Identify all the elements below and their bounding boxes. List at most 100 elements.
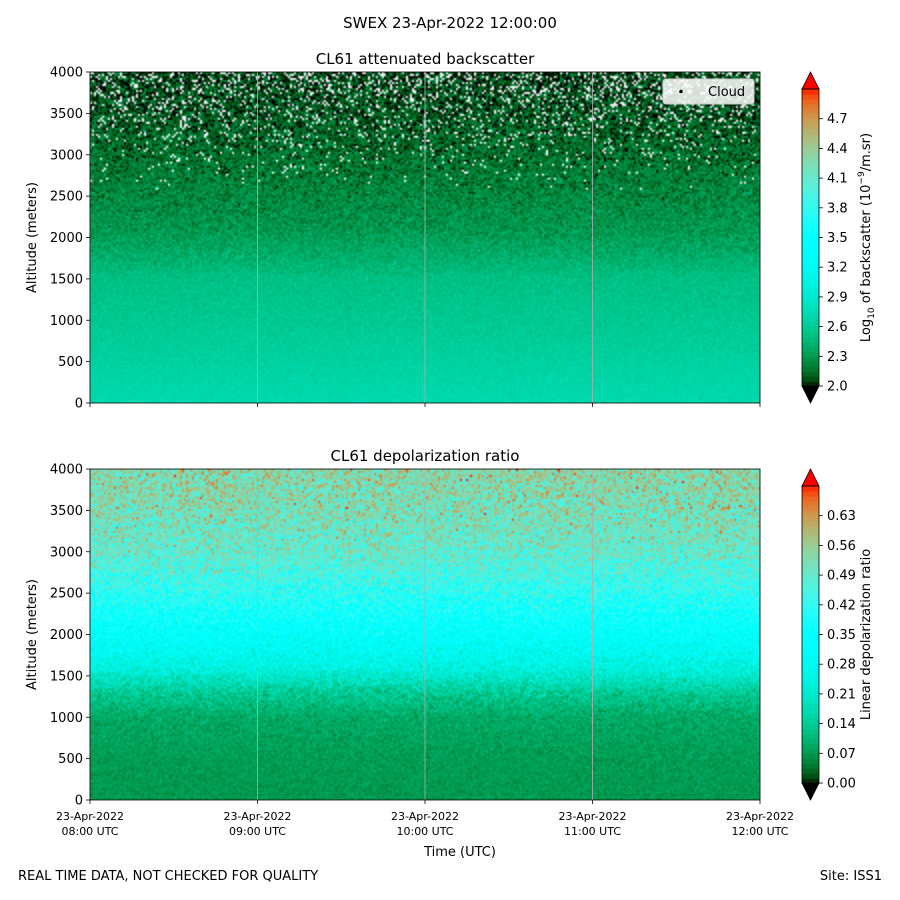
colorbar-segment	[802, 505, 819, 512]
colorbar-tick-label: 2.3	[827, 350, 848, 365]
colorbar-segment	[802, 197, 819, 204]
plot-frame	[89, 468, 761, 801]
colorbar-segment	[802, 361, 819, 367]
colorbar-segment	[802, 773, 819, 779]
colorbar-segment	[802, 580, 819, 586]
colorbar-segment	[802, 143, 819, 149]
colorbar-segment	[802, 728, 819, 735]
colorbar-tick-label: 4.1	[827, 172, 848, 187]
colorbar-segment	[802, 674, 819, 680]
y-tick-label: 0	[75, 794, 83, 809]
colorbar-segment	[802, 490, 819, 497]
colorbar-segment	[802, 763, 819, 769]
colorbar-segment	[802, 163, 819, 169]
colorbar-segment	[802, 589, 819, 596]
colorbar-segment	[802, 306, 819, 313]
colorbar-tick-label: 0.14	[827, 717, 856, 732]
colorbar-tick-label: 2.6	[827, 320, 848, 335]
colorbar-tick-label: 0.28	[827, 658, 856, 673]
colorbar-segment	[802, 188, 819, 194]
colorbar-segment	[802, 748, 819, 754]
colorbar-segment	[802, 575, 819, 581]
colorbar-segment	[802, 530, 819, 537]
colorbar-segment	[802, 669, 819, 675]
colorbar-tick-label: 4.7	[827, 112, 848, 127]
colorbar-segment	[802, 713, 819, 720]
colorbar-tick-label: 0.21	[827, 687, 856, 702]
colorbar-segment	[802, 247, 819, 253]
colorbar-segment	[802, 718, 819, 725]
legend-marker	[679, 89, 683, 94]
colorbar-segment	[802, 570, 819, 576]
colorbar-segment	[802, 708, 819, 715]
colorbar-segment	[802, 158, 819, 164]
colorbar-segment	[802, 356, 819, 362]
colorbar-segment	[802, 768, 819, 774]
y-tick-label: 2500	[50, 190, 83, 205]
colorbar-segment	[802, 153, 819, 159]
colorbar-segment	[802, 550, 819, 556]
colorbar-segment	[802, 366, 819, 372]
colorbar-segment	[802, 758, 819, 764]
colorbar-segment	[802, 555, 819, 561]
colorbar-segment	[802, 222, 819, 229]
colorbar-segment	[802, 639, 819, 645]
colorbar-segment	[802, 128, 819, 135]
colorbar-segment	[802, 723, 819, 730]
x-tick-label: 12:00 UTC	[731, 825, 788, 838]
chart-panel-2: 23-Apr-2022 08:00 UTC 23-Apr-2022 09:00 UTC…	[25, 447, 874, 860]
colorbar-segment	[802, 486, 819, 492]
colorbar-segment	[802, 217, 819, 224]
panel-title: CL61 attenuated backscatter	[316, 50, 535, 68]
colorbar-segment	[802, 376, 819, 382]
colorbar-tick-label: 3.8	[827, 201, 848, 216]
y-tick-label: 1500	[50, 669, 83, 684]
colorbar-segment	[802, 545, 819, 551]
colorbar-tick-label: 0.49	[827, 569, 856, 584]
colorbar-segment	[802, 495, 819, 502]
colorbar-segment	[802, 138, 819, 145]
colorbar-extend-max	[801, 468, 820, 487]
colorbar-segment	[802, 262, 819, 268]
colorbar: 2.0 2.3 2.6 2.9 3.2 3.5 3.8 4.1 4.4 4.7 Log10 of b…	[801, 71, 877, 404]
colorbar-segment	[802, 525, 819, 532]
colorbar-segment	[802, 123, 819, 130]
colorbar-segment	[802, 649, 819, 655]
y-tick-label: 3500	[50, 504, 83, 519]
site-label: Site: ISS1	[819, 869, 882, 884]
colorbar-segment	[802, 321, 819, 328]
y-tick-label: 4000	[50, 463, 83, 478]
colorbar-tick-label: 2.9	[827, 290, 848, 305]
colorbar-segment	[802, 133, 819, 140]
colorbar-segment	[802, 743, 819, 749]
colorbar-segment	[802, 535, 819, 542]
colorbar-segment	[802, 311, 819, 318]
colorbar-segment	[802, 500, 819, 507]
colorbar-segment	[802, 183, 819, 189]
quality-disclaimer: REAL TIME DATA, NOT CHECKED FOR QUALITY	[18, 869, 319, 884]
colorbar-segment	[802, 192, 819, 199]
colorbar-segment	[802, 515, 819, 522]
colorbar-segment	[802, 753, 819, 759]
colorbar-segment	[802, 346, 819, 352]
y-tick-label: 3000	[50, 545, 83, 560]
colorbar-tick-label: 4.4	[827, 142, 848, 157]
colorbar-segment	[802, 301, 819, 308]
y-tick-label: 500	[58, 355, 83, 370]
colorbar-segment	[802, 267, 819, 273]
colorbar-segment	[802, 619, 819, 626]
y-tick-label: 3000	[50, 148, 83, 163]
colorbar-segment	[802, 698, 819, 705]
colorbar-segment	[802, 565, 819, 571]
colorbar-segment	[802, 604, 819, 611]
colorbar-tick-label: 3.5	[827, 231, 848, 246]
colorbar-segment	[802, 733, 819, 740]
x-tick-label: 08:00 UTC	[61, 825, 118, 838]
colorbar-segment	[802, 679, 819, 685]
colorbar-tick-label: 0.42	[827, 598, 856, 613]
colorbar-segment	[802, 113, 819, 120]
colorbar-extend-min	[801, 385, 820, 404]
colorbar-segment	[802, 237, 819, 244]
panel-title: CL61 depolarization ratio	[331, 447, 520, 465]
colorbar-segment	[802, 331, 819, 338]
